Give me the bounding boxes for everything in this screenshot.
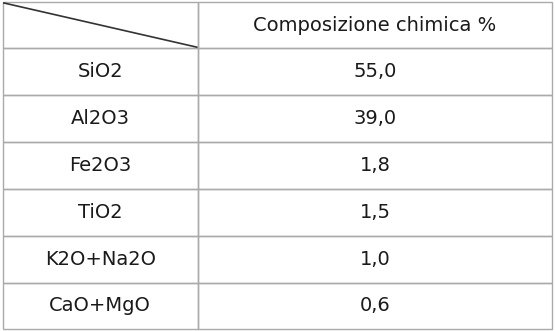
Text: SiO2: SiO2 xyxy=(78,62,123,81)
Bar xyxy=(198,142,552,189)
Bar xyxy=(3,2,198,48)
Text: CaO+MgO: CaO+MgO xyxy=(49,297,152,315)
Bar xyxy=(3,236,198,283)
Bar xyxy=(198,95,552,142)
Text: K2O+Na2O: K2O+Na2O xyxy=(45,250,156,269)
Bar xyxy=(198,189,552,236)
Bar xyxy=(3,142,198,189)
Text: Composizione chimica %: Composizione chimica % xyxy=(254,16,497,34)
Text: 39,0: 39,0 xyxy=(354,109,397,128)
Text: 0,6: 0,6 xyxy=(360,297,390,315)
Bar xyxy=(3,48,198,95)
Text: 1,0: 1,0 xyxy=(360,250,390,269)
Text: Fe2O3: Fe2O3 xyxy=(69,156,132,175)
Bar xyxy=(3,283,198,329)
Bar xyxy=(3,95,198,142)
Bar xyxy=(198,48,552,95)
Bar xyxy=(198,236,552,283)
Bar xyxy=(198,2,552,48)
Text: Al2O3: Al2O3 xyxy=(71,109,130,128)
Text: 1,8: 1,8 xyxy=(360,156,391,175)
Text: 1,5: 1,5 xyxy=(360,203,391,222)
Text: TiO2: TiO2 xyxy=(78,203,123,222)
Text: 55,0: 55,0 xyxy=(354,62,397,81)
Bar xyxy=(3,189,198,236)
Bar xyxy=(198,283,552,329)
